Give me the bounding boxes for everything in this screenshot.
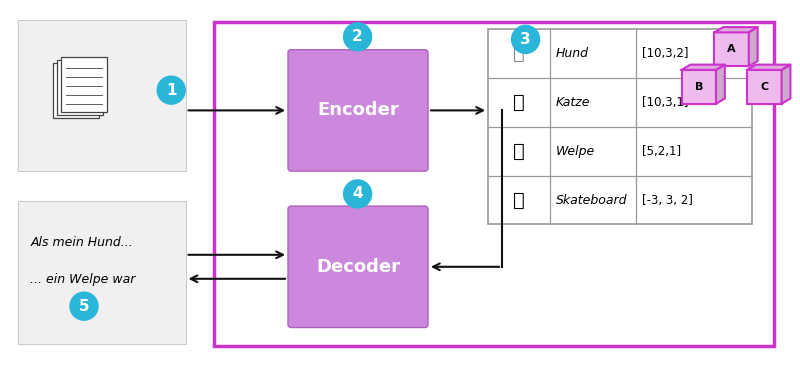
Text: 1: 1 — [166, 83, 177, 98]
FancyBboxPatch shape — [714, 32, 749, 66]
FancyBboxPatch shape — [747, 70, 782, 104]
Polygon shape — [747, 65, 790, 70]
Text: [10,3,1]: [10,3,1] — [642, 96, 688, 109]
Polygon shape — [714, 27, 758, 32]
Polygon shape — [682, 65, 725, 70]
Text: 5: 5 — [78, 299, 90, 314]
Circle shape — [512, 25, 539, 53]
Text: A: A — [727, 44, 736, 54]
Circle shape — [344, 180, 371, 208]
FancyBboxPatch shape — [288, 206, 428, 328]
Text: Decoder: Decoder — [316, 258, 400, 276]
Text: [10,3,2]: [10,3,2] — [642, 47, 688, 60]
Text: [5,2,1]: [5,2,1] — [642, 145, 681, 158]
Polygon shape — [782, 65, 790, 104]
Text: ... ein Welpe war: ... ein Welpe war — [30, 273, 136, 286]
Circle shape — [157, 76, 185, 104]
Text: 🛹: 🛹 — [513, 191, 525, 210]
Circle shape — [70, 292, 98, 320]
Text: 🐈: 🐈 — [513, 93, 525, 112]
Text: Katze: Katze — [556, 96, 590, 109]
FancyBboxPatch shape — [288, 50, 428, 171]
Text: Als mein Hund...: Als mein Hund... — [30, 236, 133, 250]
Text: 3: 3 — [520, 32, 531, 47]
Circle shape — [344, 23, 371, 51]
Polygon shape — [716, 65, 725, 104]
Text: Skateboard: Skateboard — [556, 194, 627, 206]
Text: C: C — [760, 82, 769, 92]
Text: 🦮: 🦮 — [513, 142, 525, 161]
FancyBboxPatch shape — [62, 57, 107, 112]
FancyBboxPatch shape — [488, 29, 752, 224]
FancyBboxPatch shape — [682, 70, 716, 104]
Text: 🐕: 🐕 — [513, 44, 525, 63]
Text: B: B — [694, 82, 703, 92]
FancyBboxPatch shape — [58, 60, 103, 115]
Text: 2: 2 — [352, 29, 363, 44]
FancyBboxPatch shape — [54, 63, 99, 118]
Text: Welpe: Welpe — [556, 145, 595, 158]
Text: Encoder: Encoder — [317, 102, 399, 119]
FancyBboxPatch shape — [18, 20, 186, 171]
FancyBboxPatch shape — [18, 201, 186, 344]
Polygon shape — [749, 27, 758, 66]
Text: Hund: Hund — [556, 47, 589, 60]
Text: [-3, 3, 2]: [-3, 3, 2] — [642, 194, 693, 206]
Text: 4: 4 — [352, 187, 363, 201]
